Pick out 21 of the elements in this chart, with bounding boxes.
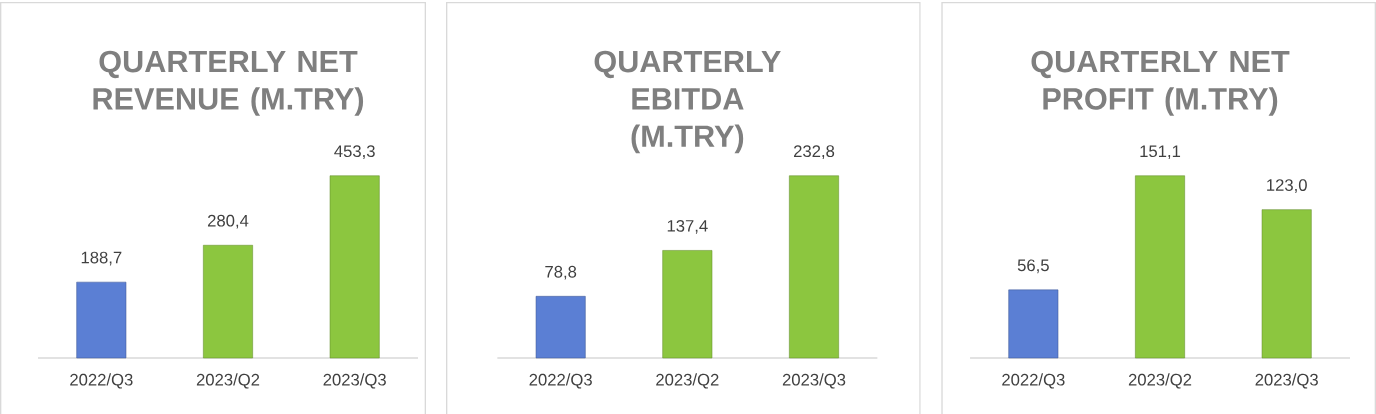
x-tick-label: 2023/Q3 bbox=[1255, 373, 1318, 389]
x-tick-label: 2023/Q3 bbox=[782, 373, 846, 389]
data-label: 151,1 bbox=[1140, 145, 1181, 160]
x-tick-label: 2023/Q2 bbox=[196, 373, 260, 389]
data-label: 137,4 bbox=[667, 219, 708, 234]
chart-title: QUARTERLY EBITDA (M.TRY) bbox=[594, 50, 781, 154]
data-label: 280,4 bbox=[207, 214, 249, 229]
data-label: 232,8 bbox=[793, 145, 835, 160]
chart-title: QUARTERLY NET PROFIT (M.TRY) bbox=[1031, 50, 1290, 116]
x-tick-label: 2023/Q2 bbox=[656, 373, 719, 389]
data-label: 123,0 bbox=[1267, 179, 1307, 193]
data-label: 188,7 bbox=[81, 251, 122, 266]
data-label: 78,8 bbox=[545, 265, 577, 280]
chart-title: QUARTERLY NET REVENUE (M.TRY) bbox=[93, 50, 364, 116]
data-label: 56,5 bbox=[1017, 259, 1049, 274]
data-label: 453,3 bbox=[334, 145, 375, 160]
x-tick-label: 2022/Q3 bbox=[529, 373, 592, 389]
x-tick-label: 2023/Q2 bbox=[1128, 373, 1192, 389]
x-tick-label: 2023/Q3 bbox=[323, 373, 386, 389]
x-tick-label: 2022/Q3 bbox=[70, 373, 133, 389]
x-tick-label: 2022/Q3 bbox=[1002, 373, 1065, 389]
